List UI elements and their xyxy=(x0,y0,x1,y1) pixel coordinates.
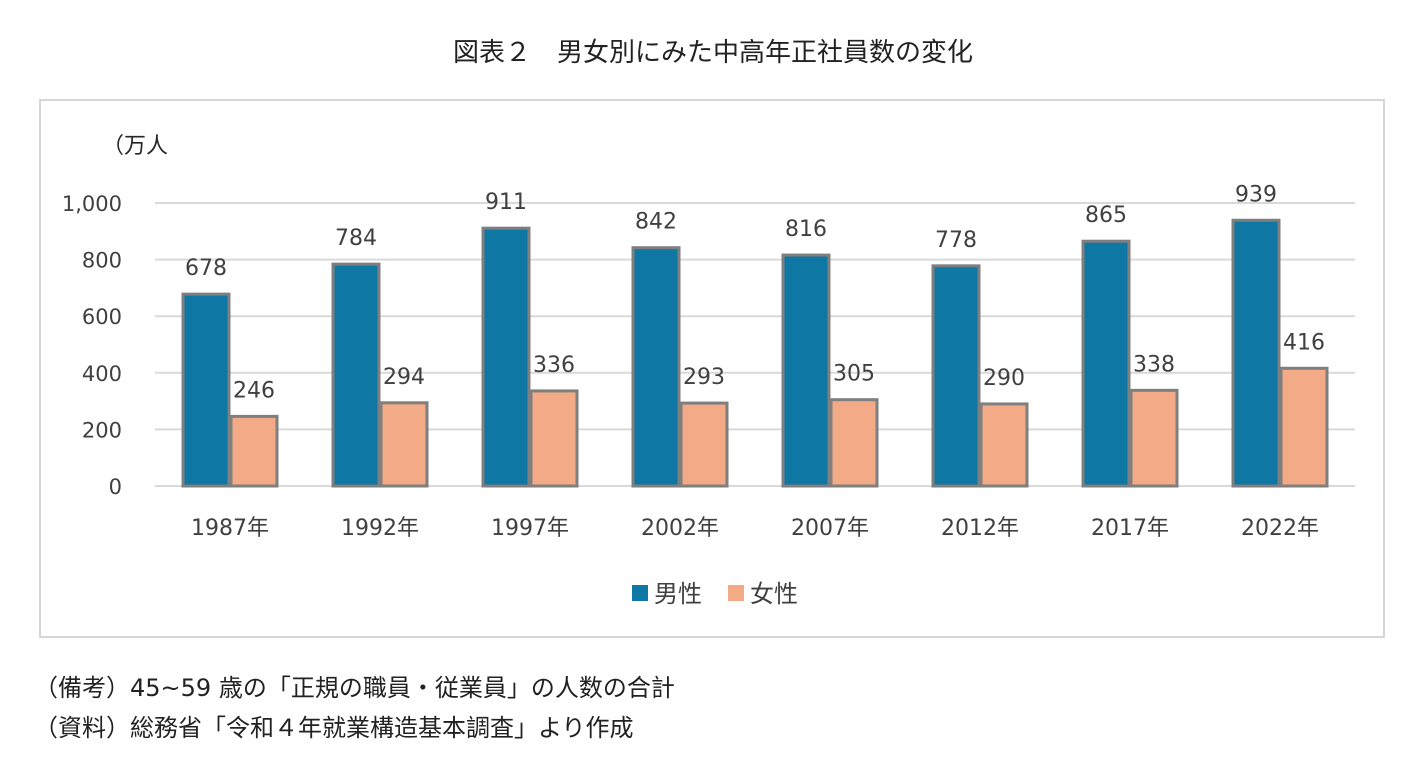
bar-male xyxy=(1081,239,1131,488)
x-tick-label: 2022年 xyxy=(1241,516,1319,541)
bar-male xyxy=(631,246,681,488)
data-label: 784 xyxy=(335,226,377,251)
data-label: 305 xyxy=(833,362,875,387)
data-label: 246 xyxy=(233,378,275,403)
source-note: （資料）総務省「令和４年就業構造基本調査」より作成 xyxy=(34,714,634,742)
chart-frame xyxy=(39,99,1385,638)
bar-male xyxy=(481,226,531,488)
bar-female xyxy=(379,401,429,488)
bar-male xyxy=(781,253,831,488)
bar-male xyxy=(1231,218,1281,488)
x-tick-label: 2007年 xyxy=(791,516,869,541)
data-label: 290 xyxy=(983,366,1025,391)
data-label: 294 xyxy=(383,365,425,390)
bar-female xyxy=(979,402,1029,488)
bar-female xyxy=(1279,366,1329,488)
legend: 男性 女性 xyxy=(632,580,798,608)
x-tick-label: 2012年 xyxy=(941,516,1019,541)
y-tick-label: 200 xyxy=(82,418,122,442)
data-label: 416 xyxy=(1283,330,1325,355)
x-tick-label: 1987年 xyxy=(191,516,269,541)
bar-male xyxy=(931,264,981,488)
x-tick-label: 2017年 xyxy=(1091,516,1169,541)
data-label: 678 xyxy=(185,256,227,281)
data-label: 338 xyxy=(1133,352,1175,377)
x-tick-label: 1997年 xyxy=(491,516,569,541)
legend-swatch-female xyxy=(728,585,744,601)
y-tick-label: 0 xyxy=(109,475,122,499)
data-label: 911 xyxy=(485,190,527,215)
bars xyxy=(181,218,1329,488)
y-axis-tick-labels: 0 200 400 600 800 1,000 xyxy=(62,192,122,499)
legend-label: 男性 xyxy=(654,580,702,608)
y-axis-unit-label: （万人 xyxy=(102,134,168,159)
data-label: 293 xyxy=(683,365,725,390)
data-labels: 678 246 784 294 911 336 842 293 816 305 778 290 865 3… xyxy=(185,182,1325,403)
data-label: 842 xyxy=(635,210,677,235)
bar-female xyxy=(529,389,579,488)
x-tick-label: 2002年 xyxy=(641,516,719,541)
y-tick-label: 400 xyxy=(82,362,122,386)
bar-male xyxy=(181,292,231,488)
data-label: 778 xyxy=(935,228,977,253)
y-tick-label: 1,000 xyxy=(62,192,122,216)
data-label: 336 xyxy=(533,353,575,378)
y-tick-label: 600 xyxy=(82,305,122,329)
x-axis-tick-labels: 1987年 1992年 1997年 2002年 2007年 2012年 2017年 2022年 xyxy=(191,516,1319,541)
remark-note: （備考）45~59 歳の「正規の職員・従業員」の人数の合計 xyxy=(34,674,675,702)
data-label: 816 xyxy=(785,217,827,242)
data-label: 865 xyxy=(1085,203,1127,228)
bar-female xyxy=(829,398,879,488)
bar-female xyxy=(229,414,279,488)
bar-female xyxy=(1129,388,1179,488)
legend-label: 女性 xyxy=(750,580,798,608)
y-tick-label: 800 xyxy=(82,249,122,273)
legend-swatch-male xyxy=(632,585,648,601)
bar-female xyxy=(679,401,729,488)
bar-male xyxy=(331,262,381,488)
x-tick-label: 1992年 xyxy=(341,516,419,541)
data-label: 939 xyxy=(1235,182,1277,207)
chart-title: 図表２ 男女別にみた中高年正社員数の変化 xyxy=(452,38,973,68)
